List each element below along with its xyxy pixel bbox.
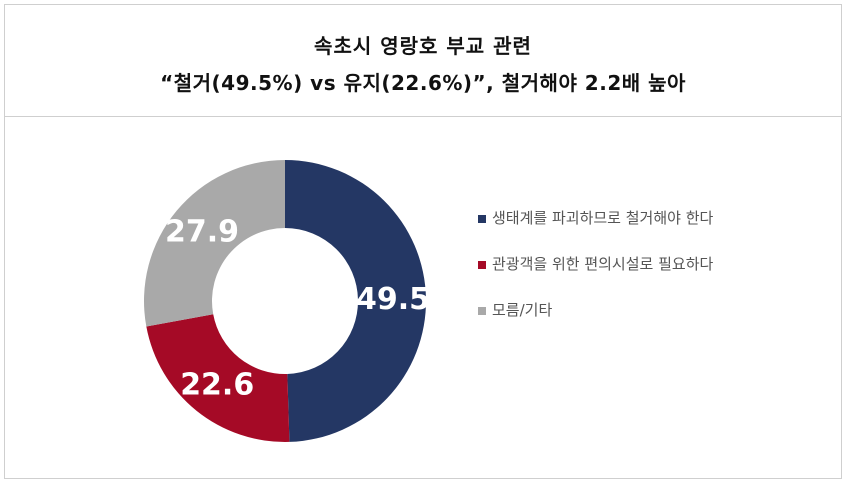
donut-slice-3	[144, 160, 285, 327]
data-label-2: 22.6	[180, 368, 254, 403]
legend-label-1: 생태계를 파괴하므로 철거해야 한다	[492, 209, 714, 227]
chart-title-line-2: “철거(49.5%) vs 유지(22.6%)”, 철거해야 2.2배 높아	[160, 71, 686, 95]
legend-item-3: 모름/기타	[478, 298, 818, 323]
donut-chart: 49.5 22.6 27.9	[144, 160, 430, 442]
legend-swatch-2	[478, 261, 486, 269]
legend-label-3: 모름/기타	[492, 301, 553, 319]
legend-item-1: 생태계를 파괴하므로 철거해야 한다	[478, 206, 818, 231]
chart-frame: 속초시 영랑호 부교 관련 “철거(49.5%) vs 유지(22.6%)”, …	[4, 4, 842, 479]
donut-slice-2	[146, 314, 290, 442]
legend-label-2: 관광객을 위한 편의시설로 필요하다	[492, 255, 714, 273]
legend-swatch-3	[478, 307, 486, 315]
chart-title-line-1: 속초시 영랑호 부교 관련	[314, 34, 532, 58]
legend-item-2: 관광객을 위한 편의시설로 필요하다	[478, 252, 818, 277]
title-area: 속초시 영랑호 부교 관련 “철거(49.5%) vs 유지(22.6%)”, …	[5, 5, 841, 117]
legend-swatch-1	[478, 215, 486, 223]
data-label-3: 27.9	[165, 214, 239, 249]
data-label-1: 49.5	[356, 282, 430, 317]
donut-slice-1	[285, 160, 427, 442]
